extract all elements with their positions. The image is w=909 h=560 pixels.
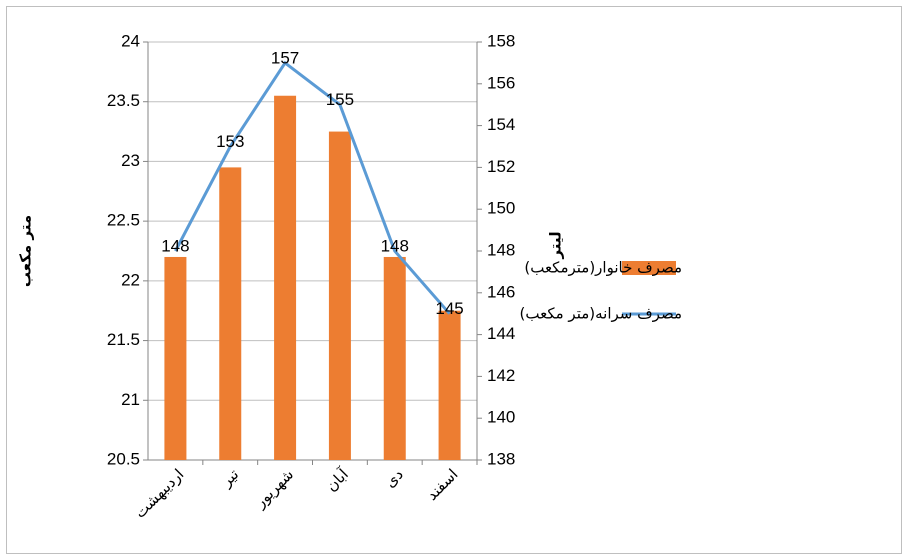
y2-tick-label: 138 (487, 449, 515, 468)
y-tick-label: 24 (121, 31, 140, 50)
data-label: 157 (271, 48, 299, 67)
data-label: 148 (381, 236, 409, 255)
y-tick-label: 23 (121, 151, 140, 170)
legend-swatch (622, 261, 676, 275)
y-tick-label: 21.5 (107, 330, 140, 349)
bar (383, 256, 406, 460)
bar (274, 95, 297, 460)
y-tick-label: 22 (121, 270, 140, 289)
y2-tick-label: 140 (487, 408, 515, 427)
y2-tick-label: 142 (487, 366, 515, 385)
legend-label: مصرف خانوار(مترمکعب) (524, 259, 682, 277)
line (174, 60, 451, 315)
data-label: 148 (161, 236, 189, 255)
bar (164, 256, 187, 460)
bar (219, 167, 242, 460)
y2-tick-label: 146 (487, 282, 515, 301)
legend-label: مصرف سرانه(متر مکعب) (520, 305, 682, 323)
y-axis-label: متر مکعب (17, 215, 35, 287)
y2-tick-label: 156 (487, 73, 515, 92)
y-tick-label: 21 (121, 390, 140, 409)
bar (438, 310, 461, 460)
y-tick-label: 20.5 (107, 449, 140, 468)
y2-tick-label: 148 (487, 240, 515, 259)
y2-tick-label: 144 (487, 324, 515, 343)
data-label: 153 (216, 132, 244, 151)
y-tick-label: 22.5 (107, 211, 140, 230)
data-label: 155 (326, 90, 354, 109)
y2-tick-label: 154 (487, 115, 515, 134)
y2-tick-label: 158 (487, 31, 515, 50)
y2-tick-label: 150 (487, 199, 515, 218)
chart-frame (6, 6, 902, 554)
y-tick-label: 23.5 (107, 91, 140, 110)
y2-tick-label: 152 (487, 157, 515, 176)
y2-axis-label: لیتر (547, 231, 565, 259)
bar (328, 131, 351, 461)
data-label: 145 (435, 299, 463, 318)
